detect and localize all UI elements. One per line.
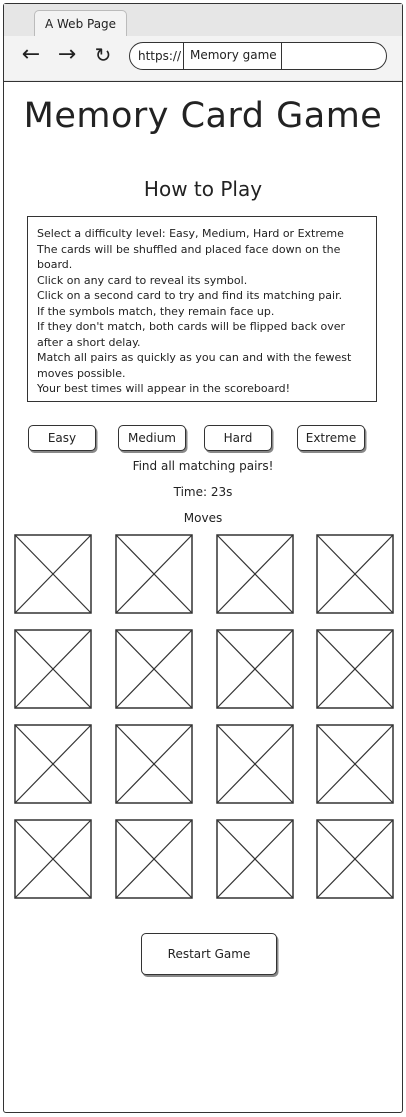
card-placeholder-icon xyxy=(216,534,294,614)
card-placeholder-icon xyxy=(216,629,294,709)
card-placeholder-icon xyxy=(216,724,294,804)
browser-chrome: A Web Page ← → ↻ https:// Memory game xyxy=(4,4,402,82)
browser-window: A Web Page ← → ↻ https:// Memory game Me… xyxy=(3,3,403,1113)
reload-icon[interactable]: ↻ xyxy=(94,43,112,67)
card-placeholder-icon xyxy=(14,724,92,804)
moves-counter: Moves xyxy=(183,511,223,525)
card-6[interactable] xyxy=(115,629,193,709)
card-placeholder-icon xyxy=(14,629,92,709)
card-placeholder-icon xyxy=(14,819,92,899)
instruction-line: moves possible. xyxy=(37,366,126,380)
url-page: Memory game xyxy=(183,41,282,70)
instruction-line: If they don't match, both cards will be … xyxy=(37,320,346,333)
card-placeholder-icon xyxy=(216,819,294,899)
card-9[interactable] xyxy=(14,724,92,804)
instruction-line: If the symbols match, they remain face u… xyxy=(37,304,275,318)
card-13[interactable] xyxy=(14,819,92,899)
card-11[interactable] xyxy=(216,724,294,804)
instruction-line: Match all pairs as quickly as you can an… xyxy=(37,351,352,364)
card-placeholder-icon xyxy=(14,534,92,614)
card-placeholder-icon xyxy=(316,724,394,804)
card-placeholder-icon xyxy=(316,534,394,614)
restart-button[interactable]: Restart Game xyxy=(141,933,277,975)
medium-button[interactable]: Medium xyxy=(118,425,186,451)
card-placeholder-icon xyxy=(115,819,193,899)
extreme-button[interactable]: Extreme xyxy=(297,425,365,451)
instruction-line: Click on a second card to try and find i… xyxy=(37,289,343,302)
card-7[interactable] xyxy=(216,629,294,709)
address-bar[interactable]: https:// Memory game xyxy=(129,41,387,70)
card-5[interactable] xyxy=(14,629,92,709)
card-2[interactable] xyxy=(115,534,193,614)
instruction-line: Click on any card to reveal its symbol. xyxy=(37,273,248,287)
instructions-box: Select a difficulty level: Easy, Medium,… xyxy=(27,216,377,402)
card-placeholder-icon xyxy=(115,534,193,614)
forward-icon[interactable]: → xyxy=(57,42,77,67)
url-scheme: https:// xyxy=(138,49,182,63)
page-title: Memory Card Game xyxy=(23,96,383,136)
card-14[interactable] xyxy=(115,819,193,899)
timer: Time: 23s xyxy=(173,485,233,499)
browser-toolbar: ← → ↻ https:// Memory game xyxy=(4,36,402,80)
card-placeholder-icon xyxy=(115,724,193,804)
tab-title: A Web Page xyxy=(45,17,117,31)
card-3[interactable] xyxy=(216,534,294,614)
instruction-line: after a short delay. xyxy=(37,335,141,349)
card-15[interactable] xyxy=(216,819,294,899)
how-to-play-heading: How to Play xyxy=(143,177,263,201)
card-placeholder-icon xyxy=(316,819,394,899)
card-placeholder-icon xyxy=(115,629,193,709)
instruction-line: Select a difficulty level: Easy, Medium,… xyxy=(37,227,344,240)
instruction-line: Your best times will appear in the score… xyxy=(37,382,291,395)
card-10[interactable] xyxy=(115,724,193,804)
card-8[interactable] xyxy=(316,629,394,709)
card-16[interactable] xyxy=(316,819,394,899)
easy-button[interactable]: Easy xyxy=(28,425,96,451)
card-1[interactable] xyxy=(14,534,92,614)
instruction-line: board. xyxy=(37,258,73,271)
hard-button[interactable]: Hard xyxy=(204,425,272,451)
instruction-line: The cards will be shuffled and placed fa… xyxy=(37,242,341,256)
status-message: Find all matching pairs! xyxy=(132,459,274,473)
card-12[interactable] xyxy=(316,724,394,804)
card-4[interactable] xyxy=(316,534,394,614)
browser-tab[interactable]: A Web Page xyxy=(34,10,127,36)
back-icon[interactable]: ← xyxy=(21,42,41,67)
card-placeholder-icon xyxy=(316,629,394,709)
